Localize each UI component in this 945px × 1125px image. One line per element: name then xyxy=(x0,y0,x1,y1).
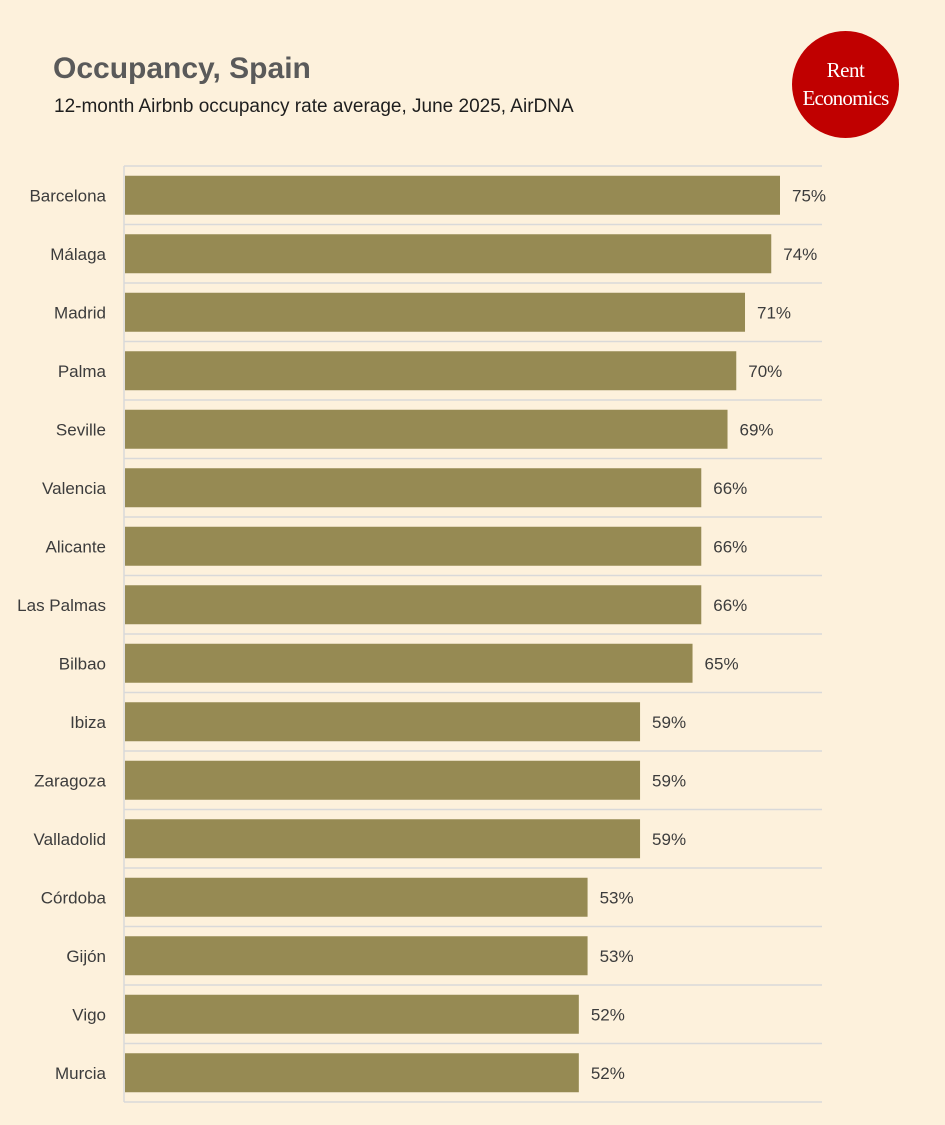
value-label: 53% xyxy=(600,888,634,907)
value-label: 65% xyxy=(705,654,739,673)
category-label: Las Palmas xyxy=(17,596,106,615)
bar-14 xyxy=(125,994,579,1034)
value-label: 69% xyxy=(740,420,774,439)
logo-line-1: Rent xyxy=(826,58,865,82)
category-label: Zaragoza xyxy=(34,771,106,790)
value-label: 71% xyxy=(757,303,791,322)
category-label: Málaga xyxy=(50,245,106,264)
value-label: 59% xyxy=(652,771,686,790)
category-label: Vigo xyxy=(72,1005,106,1024)
bar-3 xyxy=(125,351,737,391)
value-label: 52% xyxy=(591,1005,625,1024)
value-label: 52% xyxy=(591,1064,625,1083)
bar-0 xyxy=(125,175,780,215)
value-label: 75% xyxy=(792,186,826,205)
value-label: 59% xyxy=(652,713,686,732)
bar-9 xyxy=(125,702,641,742)
category-label: Valencia xyxy=(42,479,106,498)
value-label: 53% xyxy=(600,947,634,966)
value-label: 70% xyxy=(748,362,782,381)
category-label: Palma xyxy=(58,362,107,381)
logo-line-2: Economics xyxy=(802,86,889,110)
category-label: Murcia xyxy=(55,1064,107,1083)
category-label: Seville xyxy=(56,420,106,439)
value-label: 66% xyxy=(713,596,747,615)
bar-15 xyxy=(125,1053,579,1093)
bar-12 xyxy=(125,877,588,917)
value-label: 59% xyxy=(652,830,686,849)
bar-13 xyxy=(125,936,588,976)
bar-4 xyxy=(125,409,728,449)
category-label: Madrid xyxy=(54,303,106,322)
bar-2 xyxy=(125,292,746,332)
bar-8 xyxy=(125,643,693,683)
value-label: 66% xyxy=(713,479,747,498)
chart-subtitle: 12-month Airbnb occupancy rate average, … xyxy=(54,96,574,117)
rent-economics-logo: Rent Economics xyxy=(792,31,899,138)
category-label: Valladolid xyxy=(34,830,106,849)
value-label: 66% xyxy=(713,537,747,556)
category-label: Córdoba xyxy=(41,888,107,907)
chart-title: Occupancy, Spain xyxy=(53,52,311,85)
category-label: Barcelona xyxy=(29,186,106,205)
bar-6 xyxy=(125,526,702,566)
bar-7 xyxy=(125,585,702,625)
bar-1 xyxy=(125,234,772,274)
category-label: Ibiza xyxy=(70,713,106,732)
bar-5 xyxy=(125,468,702,508)
category-label: Gijón xyxy=(66,947,106,966)
bar-11 xyxy=(125,819,641,859)
category-label: Alicante xyxy=(46,537,106,556)
value-label: 74% xyxy=(783,245,817,264)
bar-10 xyxy=(125,760,641,800)
category-label: Bilbao xyxy=(59,654,106,673)
